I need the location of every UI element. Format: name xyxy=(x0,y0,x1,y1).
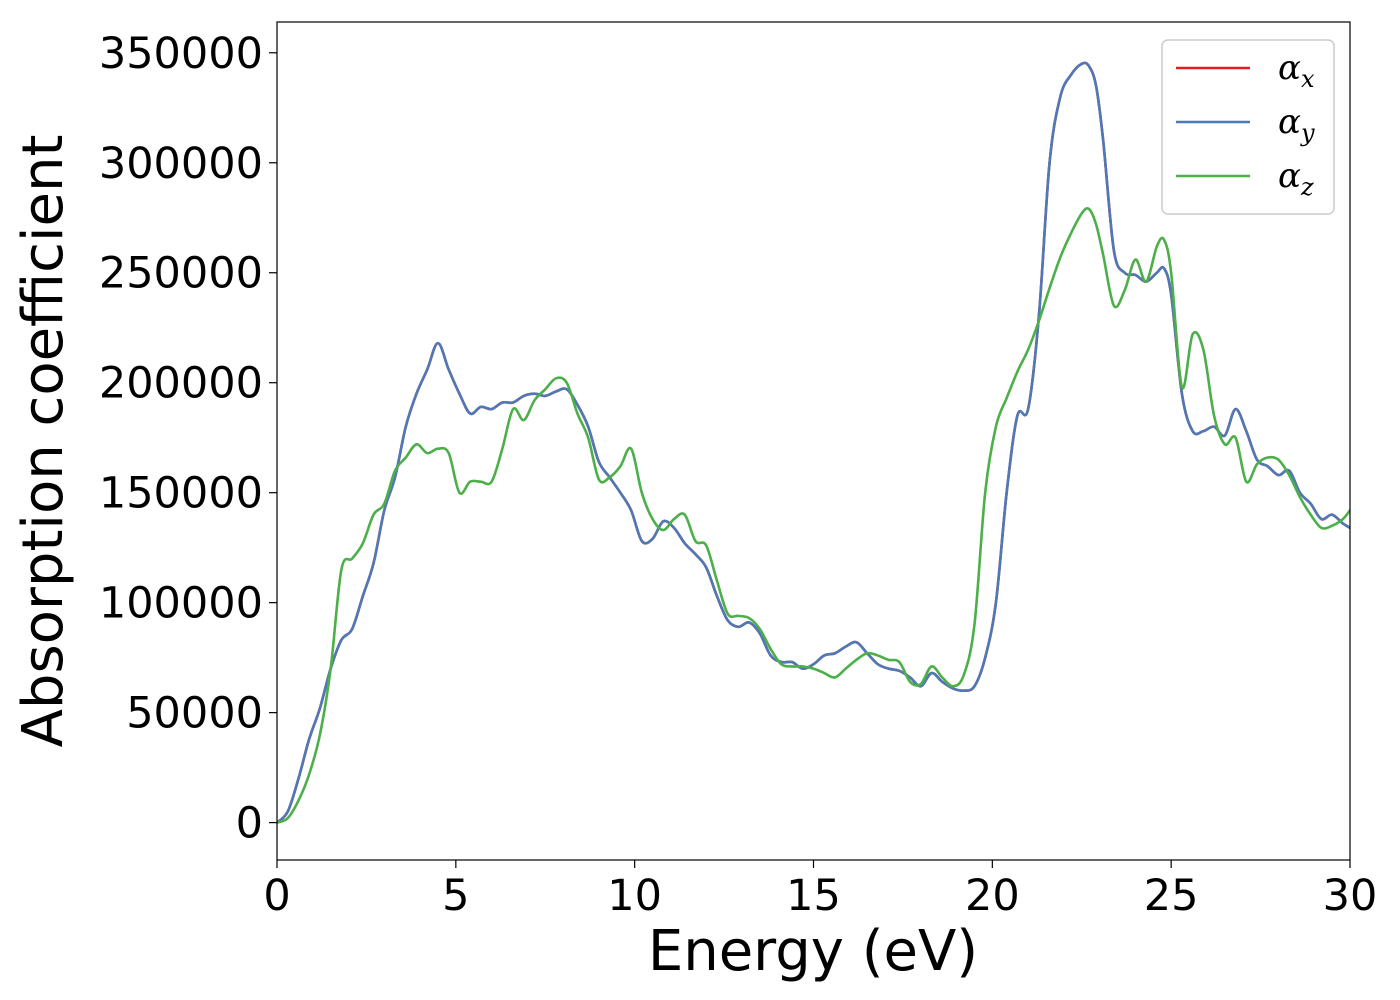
y-axis: 0 50000 100000 150000 200000 250000 300000 3500… xyxy=(99,29,277,849)
x-tick-label-3: 15 xyxy=(786,871,841,921)
y-axis-title: Absorption coefficient xyxy=(11,135,76,748)
legend-box xyxy=(1161,39,1335,215)
x-tick-label-1: 5 xyxy=(442,871,469,921)
x-tick-label-0: 0 xyxy=(263,871,290,921)
y-tick-label-3: 150000 xyxy=(99,469,263,519)
x-axis-title: Energy (eV) xyxy=(648,919,978,984)
x-tick-label-5: 25 xyxy=(1144,871,1199,921)
series-line-y xyxy=(277,61,1350,824)
x-tick-label-6: 30 xyxy=(1323,871,1378,921)
x-axis: 0 5 10 15 20 25 30 xyxy=(263,860,1377,921)
y-tick-label-4: 200000 xyxy=(99,359,263,409)
series-layer xyxy=(277,61,1350,824)
legend: αx αy αz xyxy=(1161,39,1335,215)
y-tick-label-1: 50000 xyxy=(126,689,263,739)
legend-label-z: αz xyxy=(1278,156,1314,201)
y-tick-label-6: 300000 xyxy=(99,139,263,189)
y-tick-label-7: 350000 xyxy=(99,29,263,79)
y-tick-label-0: 0 xyxy=(236,799,263,849)
x-tick-label-2: 10 xyxy=(607,871,662,921)
x-tick-label-4: 20 xyxy=(965,871,1020,921)
legend-label-x: αx xyxy=(1278,48,1315,93)
y-tick-label-5: 250000 xyxy=(99,249,263,299)
legend-label-y: αy xyxy=(1278,102,1315,147)
y-tick-label-2: 100000 xyxy=(99,579,263,629)
series-line-z xyxy=(277,207,1350,824)
